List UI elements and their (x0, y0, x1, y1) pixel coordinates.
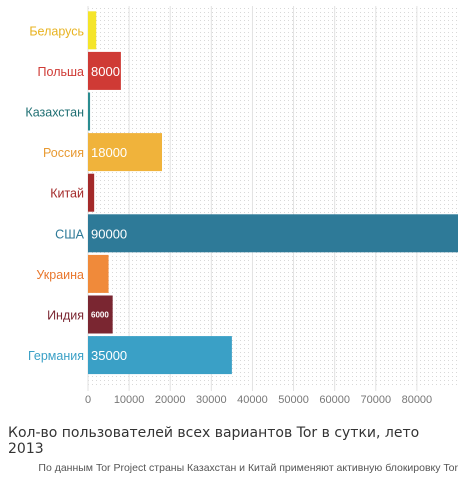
chart-area: Беларусь Польша 8000 Казахстан Россия 18000 Ки… (25, 6, 458, 406)
x-tick-label: 10000 (114, 394, 145, 406)
x-tick-label: 50000 (278, 394, 309, 406)
plot-grid (88, 6, 458, 385)
data-label: 18000 (91, 145, 127, 160)
x-tick-label: 80000 (402, 394, 433, 406)
data-label: 6000 (91, 311, 109, 320)
x-tick-label: 40000 (237, 394, 268, 406)
category-label: Россия (43, 146, 84, 160)
source-note: По данным Tor Project страны Казахстан и… (38, 462, 458, 474)
category-label: Германия (28, 349, 84, 363)
x-tick-label: 60000 (319, 394, 350, 406)
data-label: 8000 (91, 64, 120, 79)
x-tick-label: 20000 (155, 394, 186, 406)
category-label: Казахстан (25, 106, 84, 120)
data-label: 90000 (91, 226, 127, 241)
x-tick-label: 30000 (196, 394, 227, 406)
bar-9 (88, 336, 232, 375)
bar-7 (88, 254, 109, 293)
data-label: 35000 (91, 348, 127, 363)
bar-4 (88, 133, 162, 172)
bar-6 (88, 214, 458, 253)
category-label: США (55, 227, 84, 241)
x-tick-label: 0 (85, 394, 91, 406)
category-label: Индия (47, 309, 84, 323)
bar-3 (88, 92, 91, 131)
category-label: Китай (50, 187, 84, 201)
bar-8 (88, 295, 113, 334)
bar-chart: Беларусь Польша 8000 Казахстан Россия 18000 Ки… (25, 6, 458, 406)
bar-2 (88, 51, 121, 90)
category-label: Беларусь (29, 24, 84, 38)
bar-5 (88, 173, 95, 212)
category-label: Украина (36, 268, 84, 282)
x-tick-label: 70000 (360, 394, 391, 406)
chart-caption: Кол-во пользователей всех вариантов Tor … (8, 425, 420, 457)
category-label: Польша (38, 65, 84, 79)
bar-1 (88, 11, 97, 50)
